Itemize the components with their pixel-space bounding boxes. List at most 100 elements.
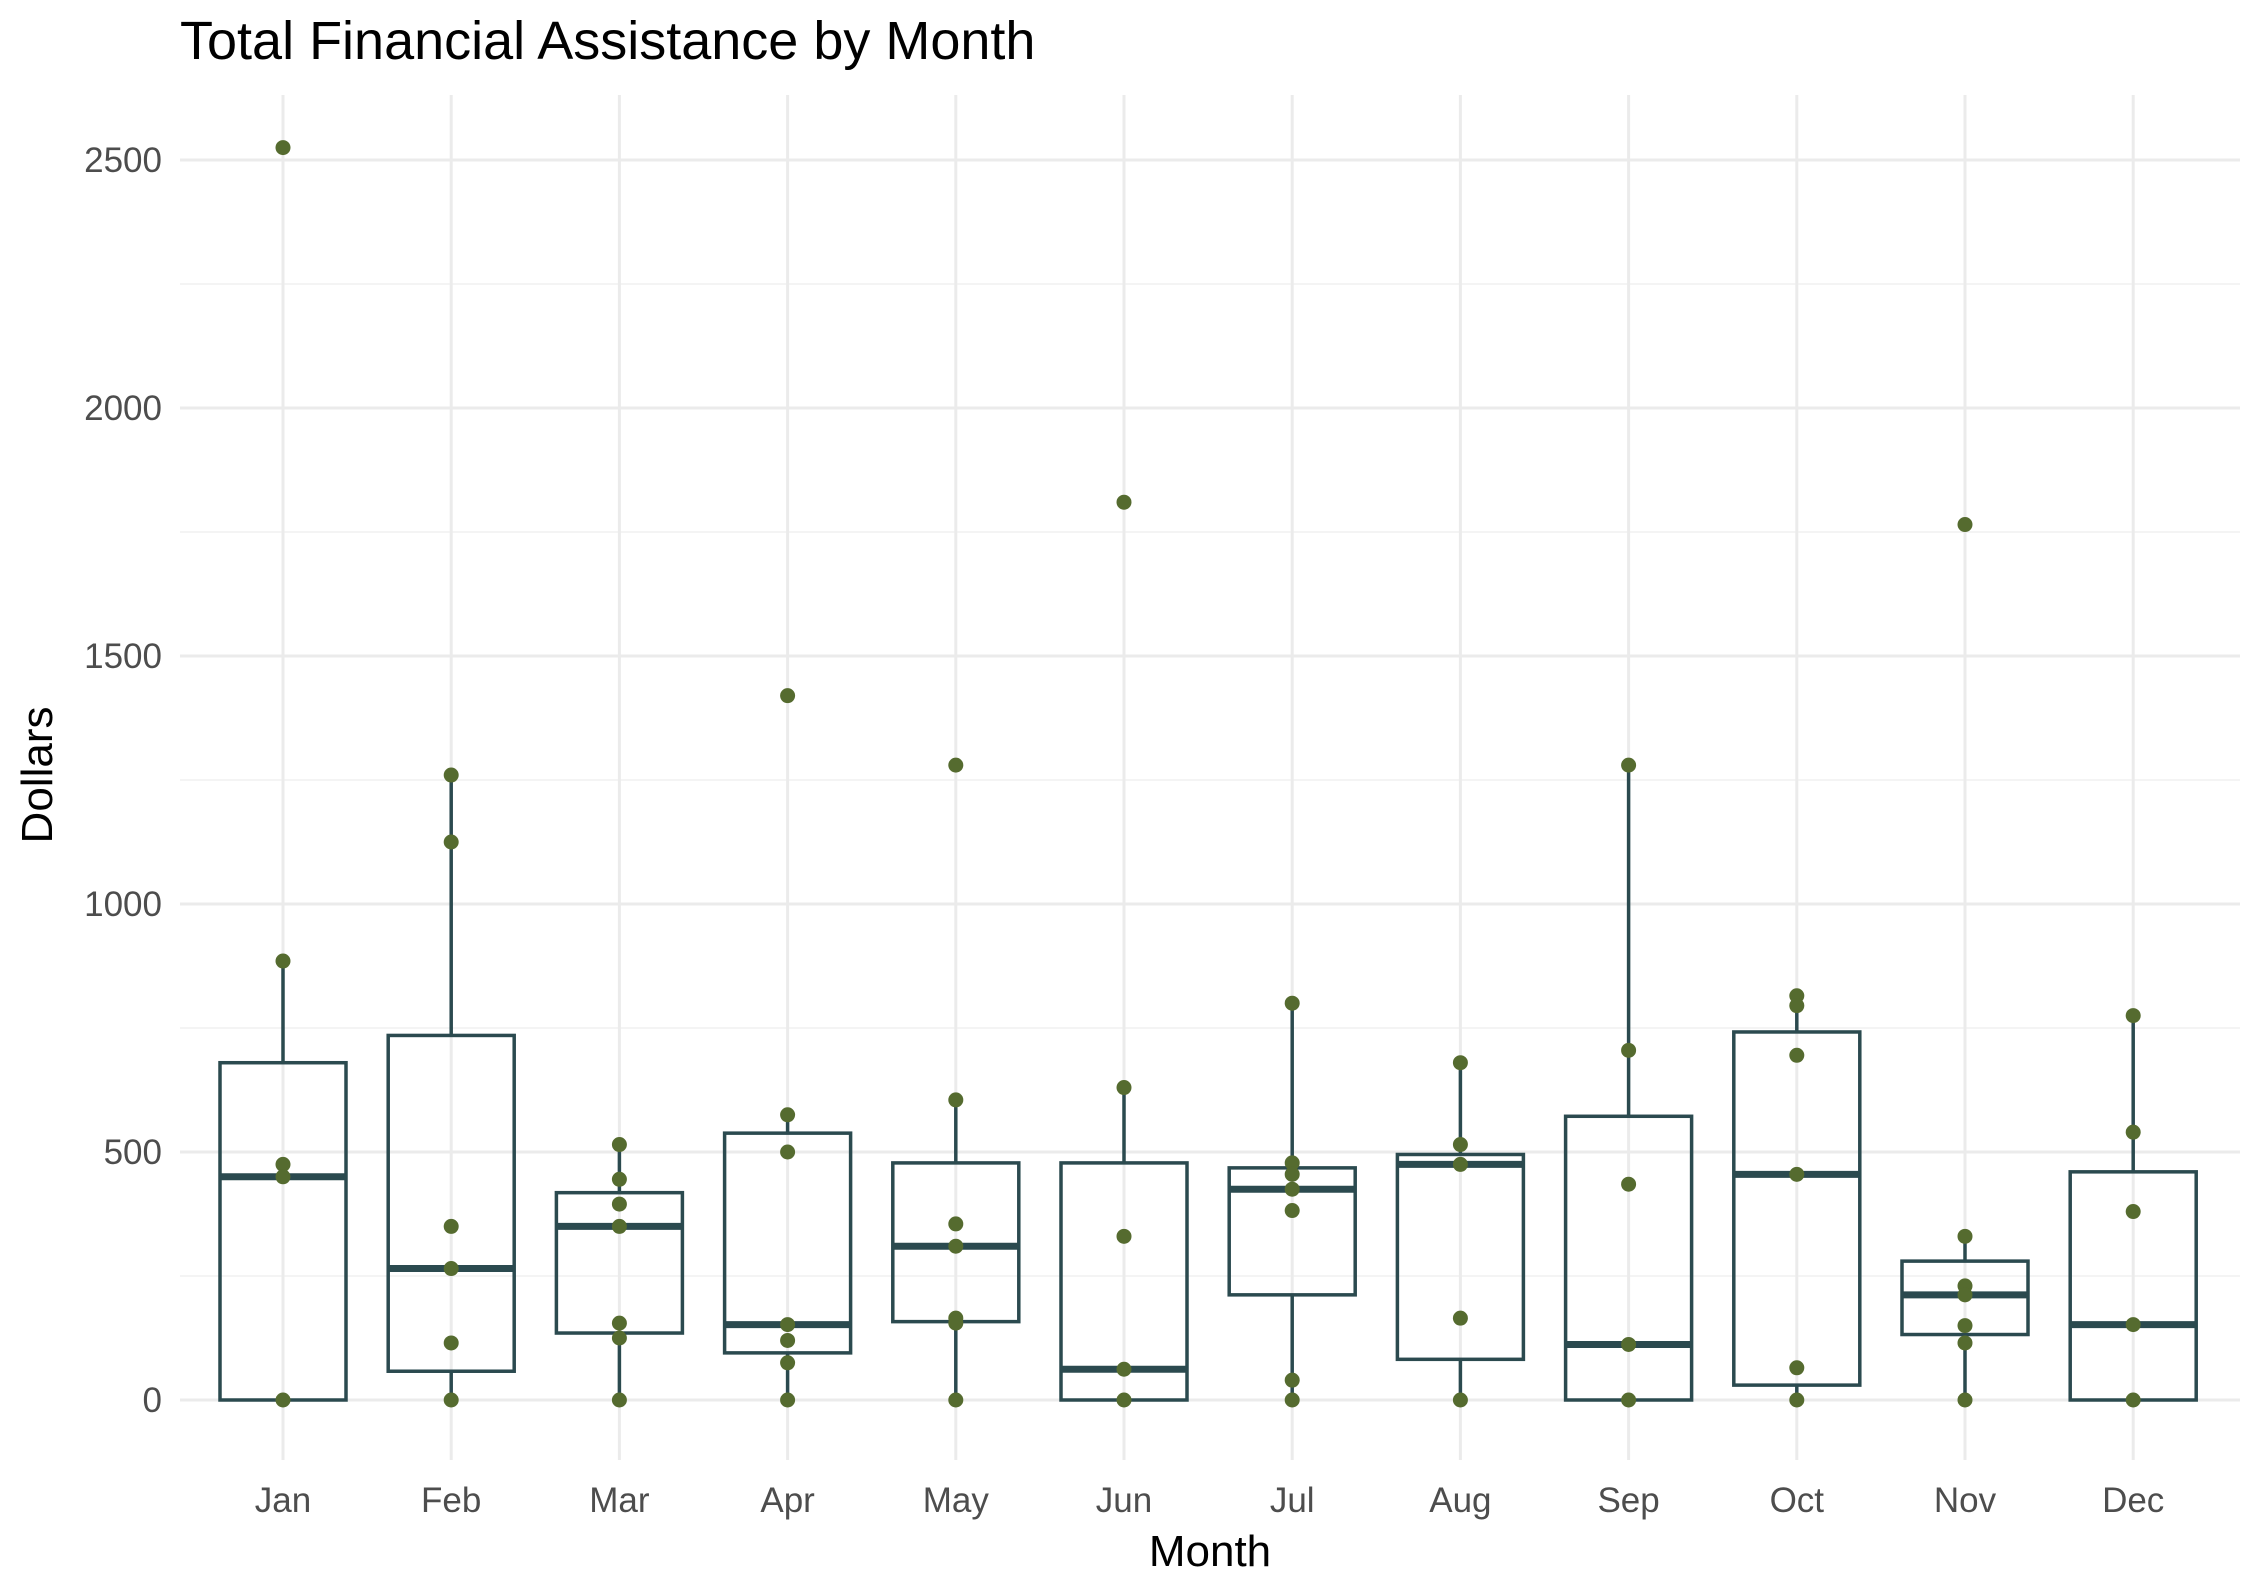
y-tick-label: 2000 [84,389,162,428]
data-point [780,1392,796,1408]
data-point [1116,1080,1132,1096]
x-tick-label: Jan [255,1481,311,1520]
box-body [722,1131,853,1355]
data-point [1116,1392,1132,1408]
data-point [1452,1137,1468,1153]
box-body [386,1033,516,1373]
data-point [780,1332,796,1348]
data-point [443,834,459,850]
x-tick-label: Apr [760,1481,815,1520]
data-point [1957,1228,1973,1244]
data-point [1789,998,1805,1014]
data-point [443,1335,459,1351]
data-point [1957,1318,1973,1334]
x-tick-label: Nov [1934,1481,1997,1520]
data-point [1452,1055,1468,1071]
data-point [443,1218,459,1234]
y-tick-label: 1000 [84,885,162,924]
data-point [780,1355,796,1371]
x-tick-label: Aug [1429,1481,1491,1520]
data-point [2125,1392,2141,1408]
x-tick-label: Oct [1770,1481,1825,1520]
data-point [1621,757,1637,773]
data-point [1116,1228,1132,1244]
data-point [780,1107,796,1123]
point-series [275,140,2141,1408]
y-axis-title: Dollars [13,707,62,844]
data-point [443,767,459,783]
data-point [1284,1166,1300,1182]
chart-title: Total Financial Assistance by Month [180,11,1036,71]
data-point [1621,1176,1637,1192]
data-point [1789,1166,1805,1182]
data-point [1284,995,1300,1011]
data-point [1621,1392,1637,1408]
data-point [948,1392,964,1408]
x-tick-label: Feb [421,1481,481,1520]
data-point [948,1315,964,1331]
data-point [948,1216,964,1232]
data-point [1284,1372,1300,1388]
data-point [611,1330,627,1346]
box-series [218,765,2198,1402]
data-point [1957,1392,1973,1408]
y-tick-label: 0 [143,1381,162,1420]
data-point [275,1392,291,1408]
data-point [2125,1124,2141,1140]
data-point [780,1144,796,1160]
data-point [1284,1155,1300,1171]
data-point [611,1137,627,1153]
x-tick-label: Jun [1096,1481,1152,1520]
data-point [1957,1335,1973,1351]
data-point [1452,1392,1468,1408]
data-point [1789,1392,1805,1408]
data-point [1789,1047,1805,1063]
data-point [2125,1204,2141,1220]
x-tick-label: Dec [2102,1481,2164,1520]
data-point [1957,517,1973,533]
data-point [1284,1181,1300,1197]
data-point [275,140,291,156]
data-point [2125,1317,2141,1333]
data-point [1116,494,1132,510]
data-point [948,1238,964,1254]
data-point [443,1392,459,1408]
y-axis-tick-labels: 0 500 1000 1500 2000 2500 [84,141,162,1420]
data-point [1957,1287,1973,1303]
x-tick-label: May [923,1481,990,1520]
y-tick-label: 500 [104,1133,162,1172]
x-axis-tick-labels: Jan Feb Mar Apr May Jun Jul Aug Sep Oct Nov Dec [255,1481,2165,1520]
x-axis-title: Month [1149,1527,1271,1576]
data-point [2125,1008,2141,1024]
data-point [611,1315,627,1331]
data-point [611,1196,627,1212]
data-point [275,1156,291,1172]
data-point [1284,1203,1300,1219]
data-point [780,688,796,704]
data-point [1116,1361,1132,1377]
data-point [1789,1360,1805,1376]
data-point [948,757,964,773]
x-tick-label: Sep [1597,1481,1659,1520]
data-point [1284,1392,1300,1408]
data-point [1452,1156,1468,1172]
data-point [611,1171,627,1187]
data-point [948,1092,964,1108]
x-tick-label: Mar [589,1481,650,1520]
data-point [611,1218,627,1234]
y-tick-label: 2500 [84,141,162,180]
data-point [275,953,291,969]
data-point [780,1317,796,1333]
data-point [275,1169,291,1185]
x-tick-label: Jul [1270,1481,1315,1520]
grid-lines [180,95,2240,1460]
data-point [1621,1336,1637,1352]
box-body [1732,1030,1862,1387]
data-point [443,1261,459,1277]
data-point [611,1392,627,1408]
box-body [1395,1152,1526,1362]
data-point [1452,1310,1468,1326]
data-point [1621,1042,1637,1058]
y-tick-label: 1500 [84,637,162,676]
